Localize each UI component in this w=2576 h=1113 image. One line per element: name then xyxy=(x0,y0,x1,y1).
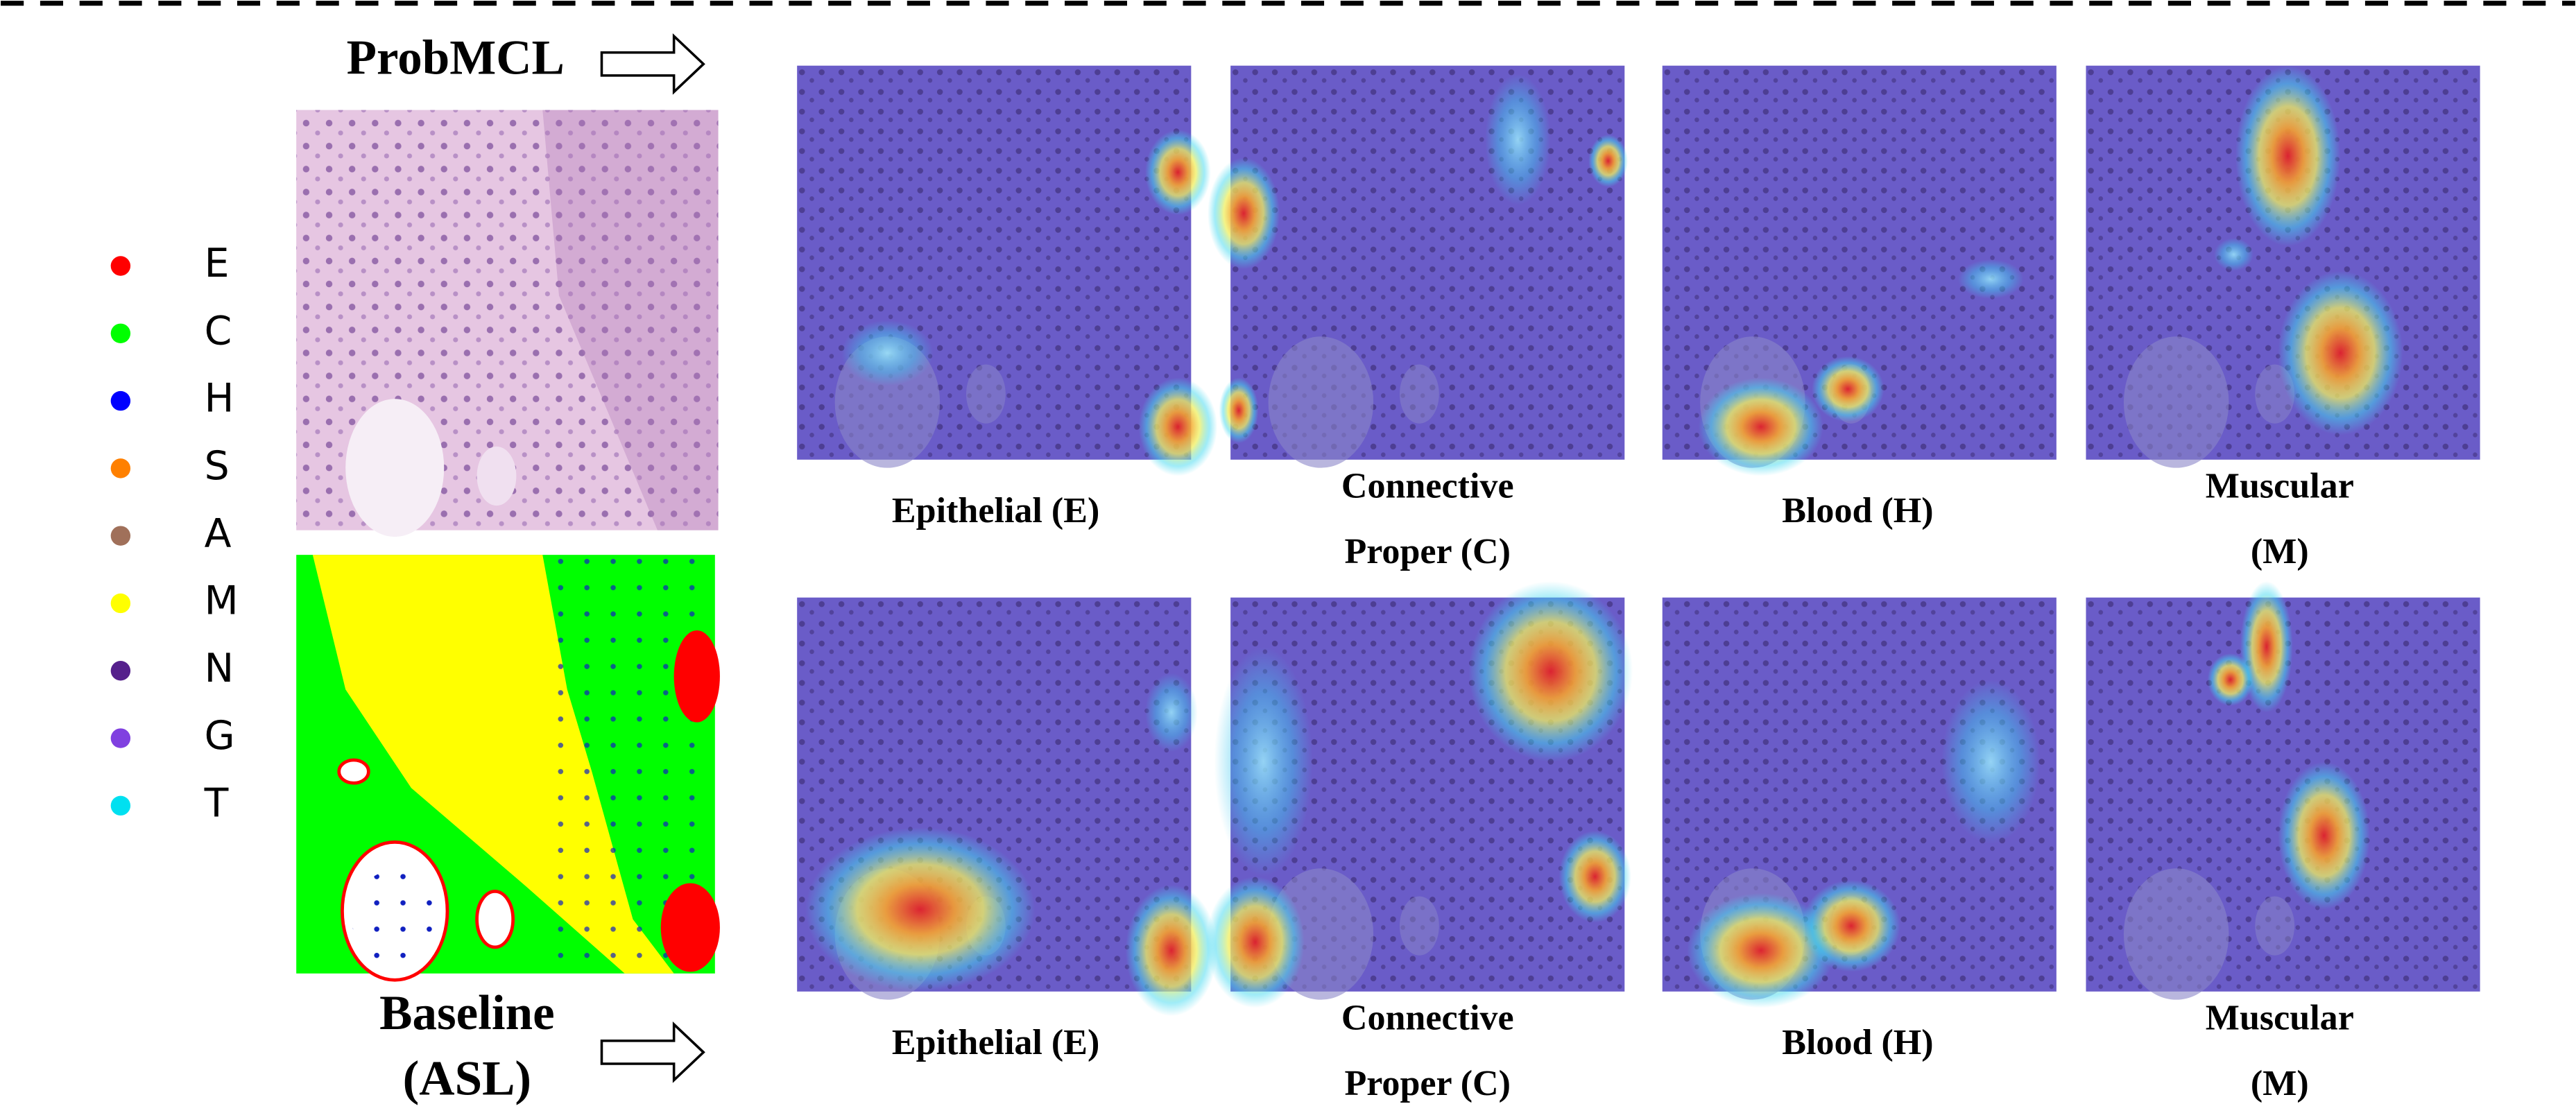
baseline-label: (ASL) xyxy=(403,1052,531,1106)
caption: Connective xyxy=(1341,466,1514,506)
legend-dot xyxy=(111,458,130,478)
baseline-label: Baseline xyxy=(379,986,554,1040)
heatmap xyxy=(797,66,1217,476)
legend-label: N xyxy=(205,646,234,691)
legend-label: S xyxy=(205,443,230,489)
legend-label: H xyxy=(205,376,234,422)
caption: Proper (C) xyxy=(1344,532,1511,571)
figure: ProbMCL Baseline (ASL) ECHSAMN xyxy=(0,0,2576,1113)
legend-label: A xyxy=(205,510,232,556)
caption: Proper (C) xyxy=(1344,1064,1511,1103)
legend-label: M xyxy=(205,578,239,624)
caption: Blood (H) xyxy=(1782,1023,1933,1062)
arrow xyxy=(601,1024,703,1080)
legend-dot xyxy=(111,796,130,816)
heatmap xyxy=(1206,581,1633,1008)
heatmap xyxy=(1208,66,1628,468)
heatmap xyxy=(1663,66,2056,476)
legend-dot xyxy=(111,256,130,275)
legend-label: C xyxy=(205,308,232,354)
legend-dot xyxy=(111,324,130,343)
caption: Blood (H) xyxy=(1782,491,1933,530)
heatmap xyxy=(797,598,1217,1017)
caption: (M) xyxy=(2251,532,2309,571)
legend-dot xyxy=(111,526,130,545)
legend-label: G xyxy=(205,713,235,759)
arrow xyxy=(601,36,703,92)
he-image xyxy=(296,110,718,537)
heatmap xyxy=(1663,598,2056,1008)
caption: Epithelial (E) xyxy=(892,491,1099,530)
legend-dot xyxy=(111,594,130,613)
heatmap xyxy=(2086,581,2480,1000)
page: {"legend": [ {"label": "E", "color": "#f… xyxy=(0,0,2576,1113)
segmentation-mask xyxy=(296,555,720,980)
legend-dot xyxy=(111,728,130,748)
legend-dot xyxy=(111,661,130,680)
caption: Epithelial (E) xyxy=(892,1023,1099,1062)
caption: Muscular xyxy=(2206,466,2354,506)
caption: (M) xyxy=(2251,1064,2309,1103)
legend-label: T xyxy=(204,780,229,826)
legend-label: E xyxy=(205,241,230,286)
method-label: ProbMCL xyxy=(347,31,565,85)
caption: Connective xyxy=(1341,998,1514,1037)
legend-dot xyxy=(111,391,130,411)
caption: Muscular xyxy=(2206,998,2354,1037)
heatmap xyxy=(2086,66,2480,468)
